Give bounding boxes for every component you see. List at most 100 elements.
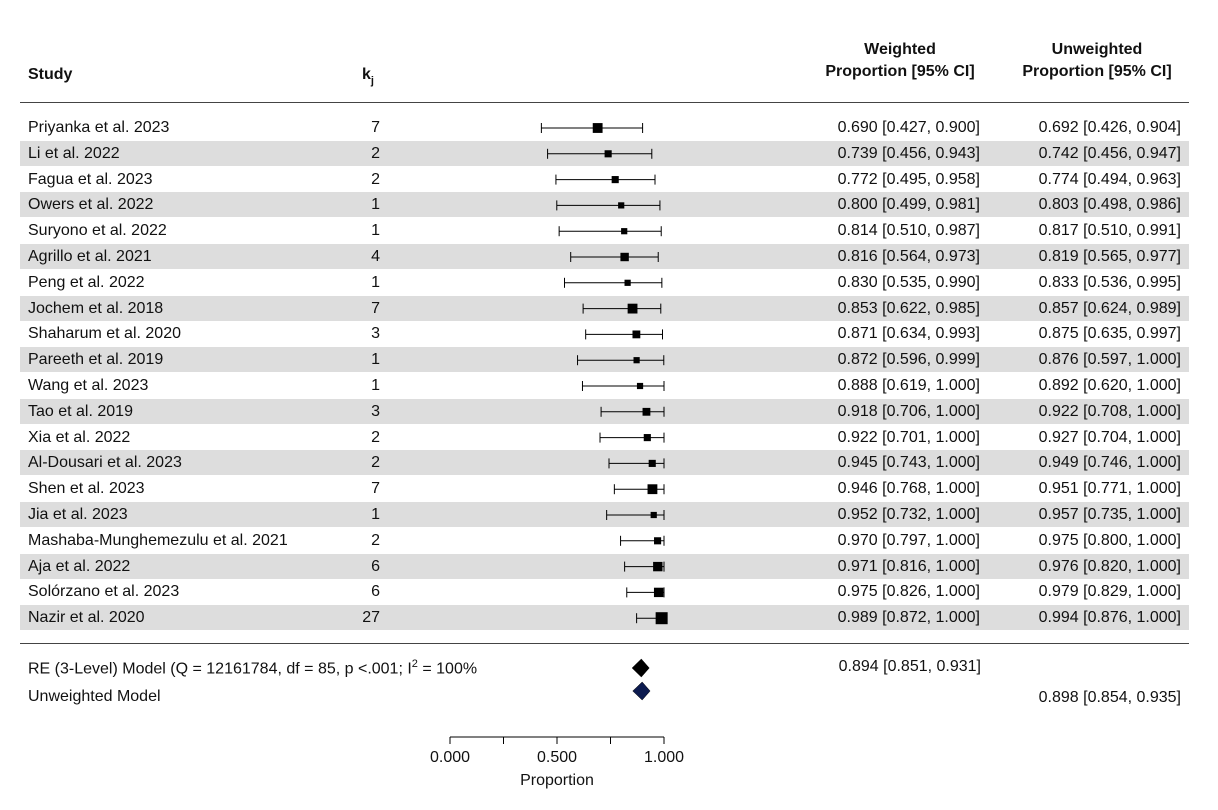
re-model-label-suffix: = 100% [417, 660, 478, 678]
point-estimate-square [604, 150, 612, 158]
point-estimate-square [618, 202, 625, 209]
table-row: Aja et al. 2022 6 0.971 [0.816, 1.000] 0.97… [20, 553, 1189, 579]
re-model-label: RE (3-Level) Model (Q = 12161784, df = 8… [28, 658, 477, 678]
table-row: Xia et al. 2022 2 0.922 [0.701, 1.000] 0.92… [20, 425, 1189, 450]
unweighted-ci: 0.994 [0.876, 1.000] [1038, 609, 1181, 627]
table-row: Priyanka et al. 2023 7 0.690 [0.427, 0.900… [20, 115, 1189, 140]
table-row: Mashaba-Munghemezulu et al. 2021 2 0.970 [… [20, 528, 1189, 553]
weighted-ci: 0.970 [0.797, 1.000] [837, 531, 980, 549]
unweighted-ci: 0.833 [0.536, 0.995] [1038, 273, 1181, 291]
re-model-label-sup: 2 [411, 658, 418, 670]
study-name: Al-Dousari et al. 2023 [28, 454, 182, 472]
weighted-ci: 0.690 [0.427, 0.900] [837, 119, 980, 136]
k-value: 7 [371, 119, 380, 136]
table-row: Fagua et al. 2023 2 0.772 [0.495, 0.958] 0.… [20, 167, 1189, 192]
unweighted-header-line2: Proportion [95% CI] [1022, 63, 1172, 80]
weighted-ci: 0.816 [0.564, 0.973] [837, 248, 980, 265]
point-estimate-square [592, 123, 603, 133]
point-estimate-square [653, 587, 664, 598]
unweighted-ci: 0.975 [0.800, 1.000] [1038, 531, 1181, 549]
weighted-ci: 0.946 [0.768, 1.000] [837, 480, 980, 498]
table-row: Solórzano et al. 2023 6 0.975 [0.826, 1.00… [20, 579, 1189, 604]
study-name: Agrillo et al. 2021 [28, 248, 152, 265]
point-estimate-square [650, 511, 657, 519]
weighted-ci: 0.853 [0.622, 0.985] [837, 299, 980, 317]
study-name: Mashaba-Munghemezulu et al. 2021 [28, 531, 288, 549]
table-row: Shen et al. 2023 7 0.946 [0.768, 1.000] 0.9… [20, 476, 1189, 501]
weighted-ci: 0.872 [0.596, 0.999] [837, 351, 980, 369]
header-rule [20, 102, 1189, 103]
table-row: Shaharum et al. 2020 3 0.871 [0.634, 0.993… [20, 321, 1189, 346]
k-value: 3 [371, 325, 380, 343]
weighted-ci: 0.975 [0.826, 1.000] [837, 583, 980, 601]
point-estimate-square [636, 382, 644, 390]
k-column-header: kj [362, 66, 374, 87]
table-row: Owers et al. 2022 1 0.800 [0.499, 0.981] 0.… [20, 192, 1189, 218]
weighted-ci: 0.830 [0.535, 0.990] [837, 273, 980, 291]
study-name: Peng et al. 2022 [28, 273, 145, 291]
k-value: 1 [371, 506, 380, 523]
weighted-ci: 0.814 [0.510, 0.987] [837, 222, 980, 240]
weighted-ci: 0.922 [0.701, 1.000] [837, 428, 980, 446]
study-name: Tao et al. 2019 [28, 402, 133, 420]
k-value: 1 [371, 377, 380, 394]
weighted-ci: 0.952 [0.732, 1.000] [837, 506, 980, 523]
unweighted-ci: 0.742 [0.456, 0.947] [1038, 144, 1181, 162]
point-estimate-square [647, 484, 658, 495]
point-estimate-square [611, 176, 619, 184]
unweighted-ci: 0.951 [0.771, 1.000] [1038, 480, 1181, 498]
k-value: 6 [371, 557, 380, 575]
unweighted-ci: 0.817 [0.510, 0.991] [1038, 222, 1181, 240]
weighted-ci: 0.918 [0.706, 1.000] [837, 402, 980, 420]
table-row: Peng et al. 2022 1 0.830 [0.535, 0.990] 0.8… [20, 270, 1189, 295]
unweighted-ci: 0.979 [0.829, 1.000] [1038, 583, 1181, 601]
k-value: 3 [371, 402, 380, 420]
unweighted-model-label: Unweighted Model [28, 688, 161, 705]
unweighted-ci: 0.957 [0.735, 1.000] [1038, 506, 1181, 523]
k-value: 27 [362, 609, 380, 627]
re-model-value: 0.894 [0.851, 0.931] [838, 658, 981, 675]
table-row: Li et al. 2022 2 0.739 [0.456, 0.943] 0.742… [20, 140, 1189, 166]
k-value: 2 [371, 531, 380, 549]
unweighted-ci: 0.819 [0.565, 0.977] [1038, 248, 1181, 265]
study-name: Solórzano et al. 2023 [28, 583, 180, 601]
study-name: Wang et al. 2023 [28, 377, 149, 394]
weighted-ci: 0.989 [0.872, 1.000] [837, 609, 980, 627]
point-estimate-square [621, 228, 628, 235]
study-name: Shaharum et al. 2020 [28, 325, 181, 343]
table-row: Jochem et al. 2018 7 0.853 [0.622, 0.985] 0… [20, 295, 1189, 321]
study-name: Jia et al. 2023 [28, 506, 128, 523]
weighted-column-header: Weighted Proportion [95% CI] [800, 41, 1000, 81]
point-estimate-square [624, 279, 631, 286]
point-estimate-square [655, 612, 668, 625]
point-estimate-square [633, 357, 640, 364]
weighted-ci: 0.739 [0.456, 0.943] [837, 144, 980, 162]
point-estimate-square [648, 459, 656, 467]
unweighted-ci: 0.892 [0.620, 1.000] [1038, 377, 1181, 394]
study-name: Fagua et al. 2023 [28, 170, 153, 188]
weighted-ci: 0.800 [0.499, 0.981] [837, 196, 980, 214]
point-estimate-square [642, 407, 651, 416]
unweighted-ci: 0.875 [0.635, 0.997] [1038, 325, 1181, 343]
summary-rule [20, 643, 1189, 644]
k-value: 2 [371, 144, 380, 162]
point-estimate-square [627, 303, 638, 314]
unweighted-ci: 0.876 [0.597, 1.000] [1038, 351, 1181, 369]
unweighted-ci: 0.803 [0.498, 0.986] [1038, 196, 1181, 214]
unweighted-ci: 0.922 [0.708, 1.000] [1038, 402, 1181, 420]
study-name: Xia et al. 2022 [28, 428, 131, 446]
weighted-header-line2: Proportion [95% CI] [825, 63, 975, 80]
unweighted-header-line1: Unweighted [1051, 41, 1143, 58]
point-estimate-square [632, 330, 641, 339]
weighted-ci: 0.971 [0.816, 1.000] [837, 557, 980, 575]
study-name: Li et al. 2022 [28, 144, 120, 162]
table-row: Al-Dousari et al. 2023 2 0.945 [0.743, 1.0… [20, 450, 1189, 476]
table-row: Suryono et al. 2022 1 0.814 [0.510, 0.987]… [20, 218, 1189, 243]
k-value: 6 [371, 583, 380, 601]
table-row: Wang et al. 2023 1 0.888 [0.619, 1.000] 0.8… [20, 373, 1189, 398]
study-name: Owers et al. 2022 [28, 196, 154, 214]
k-value: 7 [371, 299, 380, 317]
table-row: Jia et al. 2023 1 0.952 [0.732, 1.000] 0.95… [20, 502, 1189, 527]
point-estimate-square [653, 561, 663, 572]
